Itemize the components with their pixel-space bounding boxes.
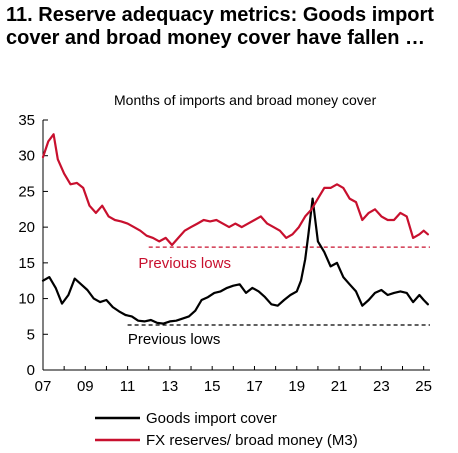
x-tick-label: 17: [246, 378, 263, 395]
chart-title: 11. Reserve adequacy metrics: Goods impo…: [6, 4, 434, 49]
y-tick-label: 0: [27, 362, 35, 379]
chart-legend: Goods import cover FX reserves/ broad mon…: [95, 410, 358, 449]
chart-subtitle: Months of imports and broad money cover: [114, 92, 377, 108]
x-tick-label: 19: [288, 378, 305, 395]
reference-line-label: Previous lows: [138, 255, 231, 272]
y-tick-label: 25: [18, 183, 35, 200]
y-tick-label: 5: [27, 326, 35, 343]
series-line: [41, 133, 429, 247]
x-tick-label: 23: [373, 378, 390, 395]
legend-label: FX reserves/ broad money (M3): [146, 432, 358, 449]
legend-label: Goods import cover: [146, 410, 277, 427]
x-tick-label: 13: [162, 378, 179, 395]
x-tick-label: 11: [120, 378, 136, 395]
x-tick-label: 25: [415, 378, 432, 395]
chart-axes: 0 5 10 15 20 25 30 35 07 09 11 13 15 17 19 21 23 25: [18, 112, 432, 395]
y-tick-label: 20: [18, 219, 35, 236]
x-tick-label: 15: [204, 378, 221, 395]
x-tick-label: 07: [35, 378, 52, 395]
x-tick-label: 09: [77, 378, 94, 395]
reference-line-label: Previous lows: [128, 331, 221, 348]
chart-series: [41, 133, 429, 325]
x-tick-label: 21: [331, 378, 348, 395]
y-tick-label: 15: [18, 255, 35, 272]
y-tick-label: 30: [18, 148, 35, 165]
y-tick-label: 35: [18, 112, 35, 129]
series-line: [41, 197, 429, 325]
y-tick-label: 10: [18, 291, 35, 308]
reference-lines: Previous lows Previous lows: [127, 246, 430, 348]
